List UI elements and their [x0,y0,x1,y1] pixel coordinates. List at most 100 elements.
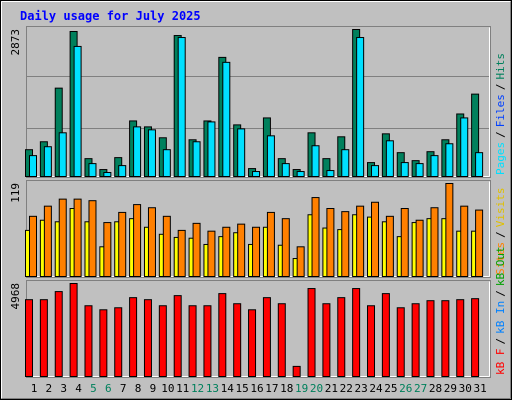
x-tick-label: 31 [473,382,486,395]
bar [143,299,152,378]
bar [415,163,424,177]
bar [147,129,156,177]
bar [381,293,390,378]
bar [400,162,409,177]
bar [25,299,33,378]
x-tick-label: 17 [265,382,278,395]
bar [460,205,469,277]
bar [84,305,93,378]
x-tick-label: 27 [414,382,427,395]
chart-title: Daily usage for July 2025 [20,9,201,23]
bar [207,230,216,278]
bar [367,305,376,378]
bar [177,37,186,177]
bar [162,149,171,177]
bar [147,207,156,278]
bar [456,299,465,378]
x-tick-label: 4 [75,382,82,395]
bar [475,209,484,277]
y-tick-label: 4968 [9,283,22,310]
bar [43,205,52,277]
x-tick-label: 12 [191,382,204,395]
bar [341,211,350,278]
bar [296,246,305,277]
bar [396,307,405,377]
legend-entry: kB Out [494,246,507,286]
legend-separator: / [494,84,507,91]
bar [296,171,305,178]
bar [426,300,435,377]
bar [114,307,123,377]
bar [88,163,97,177]
bar [222,226,231,278]
bar [307,288,316,378]
x-tick-label: 10 [161,382,174,395]
legend-entry: Visits [494,188,507,228]
bar [460,117,469,177]
legend-entry: Sites [494,242,507,275]
bar [73,198,82,277]
legend-separator: / [494,290,507,297]
x-tick-label: 18 [280,382,293,395]
y-tick-label: 2873 [9,29,22,56]
bar [385,140,394,178]
legend: Sites / Visits [494,188,507,276]
bar [54,291,63,377]
x-tick-label: 2 [46,382,53,395]
bar [237,223,246,277]
bar [103,222,112,278]
bar [471,298,480,378]
bar [277,303,286,377]
x-tick-label: 30 [459,382,472,395]
bar [411,303,420,377]
bar [173,295,182,377]
bar [218,293,227,378]
x-tick-label: 13 [206,382,219,395]
bar [311,197,320,277]
bar [237,128,246,177]
bar [192,141,201,178]
legend-entry: Hits [494,53,507,80]
bar [430,155,439,178]
legend-entry: Files [494,94,507,127]
bar [371,165,380,178]
bar [162,215,171,278]
bar [222,61,231,178]
bar [415,219,424,277]
x-tick-label: 28 [429,382,442,395]
bar [118,211,127,277]
panel [26,280,491,378]
x-tick-label: 1 [31,382,38,395]
x-tick-label: 23 [355,382,368,395]
bar [281,218,290,277]
bar [129,297,138,377]
x-tick-label: 7 [120,382,127,395]
bar [281,163,290,177]
bar [43,146,52,178]
legend-entry: kB F [494,349,507,376]
bar [133,204,142,278]
x-tick-label: 16 [250,382,263,395]
x-tick-label: 19 [295,382,308,395]
bar [192,222,201,278]
x-tick-label: 5 [90,382,97,395]
bar [99,309,108,378]
legend-entry: kB In [494,301,507,334]
x-tick-label: 29 [444,382,457,395]
x-tick-label: 8 [135,382,142,395]
bar [233,303,242,377]
bar [341,149,350,177]
legend-separator: / [494,231,507,238]
x-tick-label: 25 [384,382,397,395]
bar [326,208,335,278]
legend-separator: / [494,338,507,345]
bar [252,226,261,278]
bar [322,303,331,377]
bar [311,145,320,178]
x-tick-label: 26 [399,382,412,395]
bar [326,170,335,178]
legend-separator: / [494,131,507,138]
bar [337,297,346,377]
bar [73,45,82,177]
